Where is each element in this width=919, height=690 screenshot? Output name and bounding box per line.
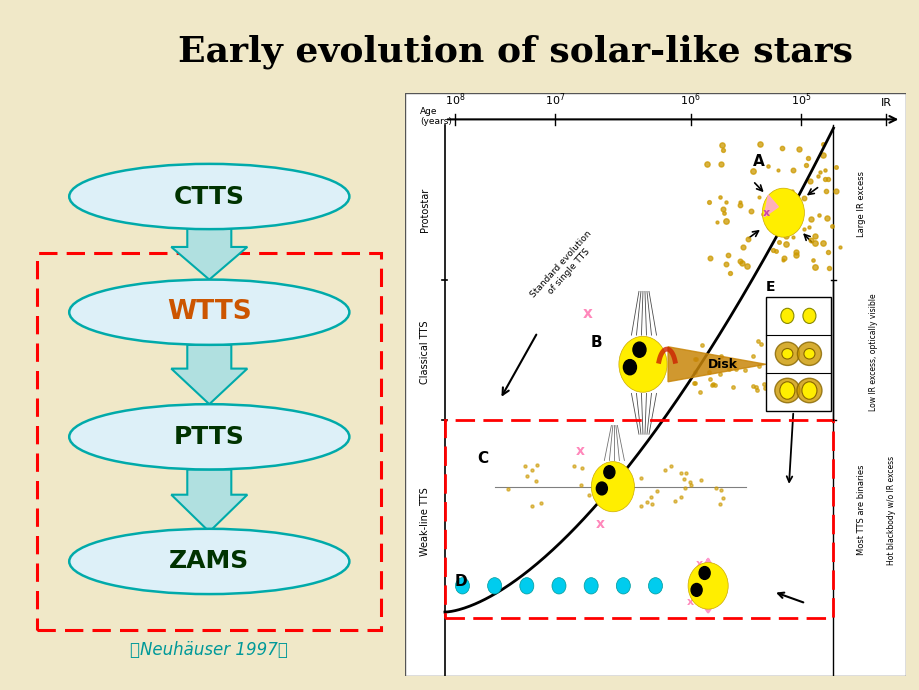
Circle shape: [603, 466, 614, 479]
Circle shape: [648, 578, 662, 594]
Text: Low IR excess, optically visible: Low IR excess, optically visible: [868, 294, 877, 411]
Circle shape: [455, 578, 469, 594]
Text: Classical TTS: Classical TTS: [419, 321, 429, 384]
Ellipse shape: [781, 348, 792, 359]
Text: PTTS: PTTS: [174, 425, 244, 449]
Ellipse shape: [774, 378, 799, 403]
Circle shape: [690, 584, 701, 596]
Ellipse shape: [796, 378, 821, 403]
Text: $10^6$: $10^6$: [679, 91, 700, 108]
Polygon shape: [171, 345, 247, 404]
Circle shape: [762, 188, 803, 237]
Circle shape: [596, 482, 607, 495]
Circle shape: [698, 566, 709, 580]
Text: B: B: [590, 335, 601, 350]
Text: Large IR excess: Large IR excess: [856, 171, 865, 237]
Text: （Neuhäuser 1997）: （Neuhäuser 1997）: [130, 642, 288, 660]
Circle shape: [779, 382, 794, 400]
Text: x: x: [686, 597, 693, 607]
Ellipse shape: [69, 404, 349, 469]
Text: Protostar: Protostar: [419, 188, 429, 232]
Text: C: C: [477, 451, 488, 466]
Text: WTTS: WTTS: [166, 299, 252, 325]
Circle shape: [591, 462, 634, 512]
Text: Most TTS are binaries: Most TTS are binaries: [856, 465, 865, 555]
Circle shape: [623, 359, 636, 375]
Ellipse shape: [69, 529, 349, 594]
Ellipse shape: [797, 342, 821, 366]
Text: D: D: [455, 574, 467, 589]
Text: Disk: Disk: [708, 358, 737, 371]
Text: x: x: [575, 444, 584, 457]
Text: $10^7$: $10^7$: [544, 91, 565, 108]
Polygon shape: [764, 195, 777, 217]
Text: $10^8$: $10^8$: [444, 91, 465, 108]
Text: Hot blackbody w/o IR excess: Hot blackbody w/o IR excess: [886, 455, 895, 564]
Text: Weak-line TTS: Weak-line TTS: [419, 487, 429, 556]
Text: x: x: [696, 559, 702, 569]
Text: CTTS: CTTS: [174, 184, 244, 208]
Circle shape: [687, 562, 728, 609]
Text: IR: IR: [879, 98, 891, 108]
Text: Early evolution of solar-like stars: Early evolution of solar-like stars: [177, 34, 852, 69]
Text: x: x: [583, 306, 592, 321]
Text: A: A: [753, 154, 765, 169]
Circle shape: [632, 342, 645, 357]
Text: ZAMS: ZAMS: [169, 549, 249, 573]
Circle shape: [616, 578, 630, 594]
Circle shape: [802, 308, 815, 324]
Text: $10^5$: $10^5$: [789, 91, 811, 108]
Circle shape: [584, 578, 597, 594]
Text: x: x: [596, 517, 604, 531]
Circle shape: [801, 382, 816, 400]
Bar: [765, 297, 830, 411]
Circle shape: [487, 578, 501, 594]
Polygon shape: [667, 347, 765, 382]
Polygon shape: [171, 469, 247, 532]
Polygon shape: [171, 226, 247, 279]
Text: Standard evolution
of single TTS: Standard evolution of single TTS: [528, 230, 601, 306]
Circle shape: [519, 578, 533, 594]
Ellipse shape: [803, 348, 814, 359]
Text: E: E: [765, 280, 775, 295]
Text: Age
(years): Age (years): [419, 107, 451, 126]
Circle shape: [618, 336, 666, 392]
Circle shape: [551, 578, 565, 594]
Ellipse shape: [69, 164, 349, 229]
Circle shape: [780, 308, 793, 324]
Text: x: x: [763, 208, 769, 217]
Ellipse shape: [69, 279, 349, 345]
Ellipse shape: [775, 342, 799, 366]
